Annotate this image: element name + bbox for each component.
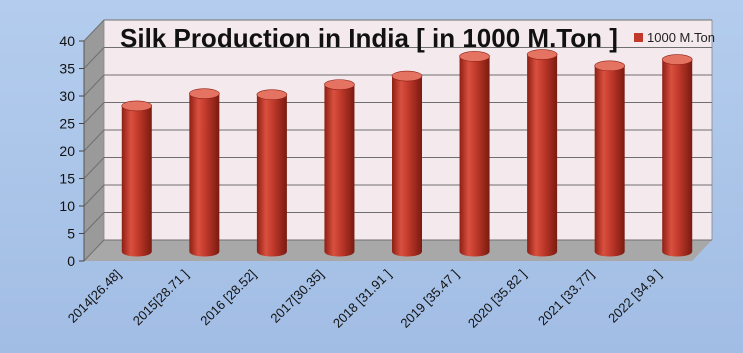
x-tick-label: 2014[26.48] [65, 267, 124, 326]
y-tick-label: 10 [59, 198, 75, 214]
gridline-side [83, 157, 105, 179]
x-tick-label: 2017[30.35] [267, 267, 326, 326]
y-tick-label: 5 [67, 226, 75, 242]
bar-top [526, 49, 558, 60]
bar-body [121, 105, 152, 257]
y-tick-label: 35 [59, 61, 75, 77]
y-tick-label: 30 [59, 88, 75, 104]
bar-top [661, 54, 693, 65]
bar [661, 54, 693, 257]
x-tick-label: 2016 [28.52] [197, 267, 259, 329]
x-tick-label: 2021 [33.77] [535, 267, 597, 329]
bar-body [594, 65, 625, 257]
gridline-side [83, 212, 105, 234]
bar-body [189, 93, 220, 257]
x-tick-label: 2020 [35.82 ] [465, 267, 529, 331]
bar [324, 79, 355, 257]
bar-body [256, 94, 287, 257]
y-tick-label: 0 [67, 253, 75, 269]
gridline-side [83, 74, 105, 97]
bar-body [662, 59, 693, 257]
y-axis-ticks: 0 5 10 15 20 25 30 35 40 [59, 33, 75, 269]
legend-label: 1000 M.Ton [647, 30, 715, 45]
x-tick-label: 2018 [31.91 ] [330, 267, 394, 331]
chart-title: Silk Production in India [ in 1000 M.Ton… [120, 23, 618, 53]
x-axis-labels: 2014[26.48] 2015[28.71 ] 2016 [28.52] 2017[… [65, 267, 665, 331]
x-tick-label: 2022 [34.9 ] [605, 267, 664, 326]
bar-top [594, 60, 625, 72]
bar [594, 60, 625, 257]
gridline-side [83, 102, 105, 124]
bar-top [256, 89, 288, 100]
bar-top [459, 51, 490, 62]
bar [256, 89, 288, 257]
bar-top [121, 100, 153, 112]
y-tick-label: 40 [59, 33, 75, 49]
gridline-side [83, 239, 105, 262]
bar-body [459, 56, 490, 257]
legend-swatch [634, 33, 643, 42]
bars [121, 49, 693, 257]
bar [526, 49, 558, 257]
gridline-side [83, 47, 105, 69]
x-tick-label: 2019 [35.47 ] [397, 267, 461, 331]
bar-top [324, 79, 355, 90]
gridline-side [83, 129, 105, 152]
y-tick-label: 15 [59, 171, 75, 187]
legend: 1000 M.Ton [634, 30, 715, 45]
bar [121, 100, 153, 257]
bar-body [324, 84, 355, 257]
gridline-side [83, 184, 105, 207]
bar-body [392, 76, 422, 257]
bar [459, 51, 490, 257]
gridline-side [83, 19, 105, 42]
y-tick-label: 25 [59, 116, 75, 132]
y-tick-label: 20 [59, 143, 75, 159]
x-tick-label: 2015[28.71 ] [130, 267, 192, 329]
bar [391, 70, 423, 257]
bar-top [391, 70, 423, 82]
bar [189, 88, 220, 257]
bar-body [527, 54, 558, 257]
bar-top [189, 88, 220, 99]
